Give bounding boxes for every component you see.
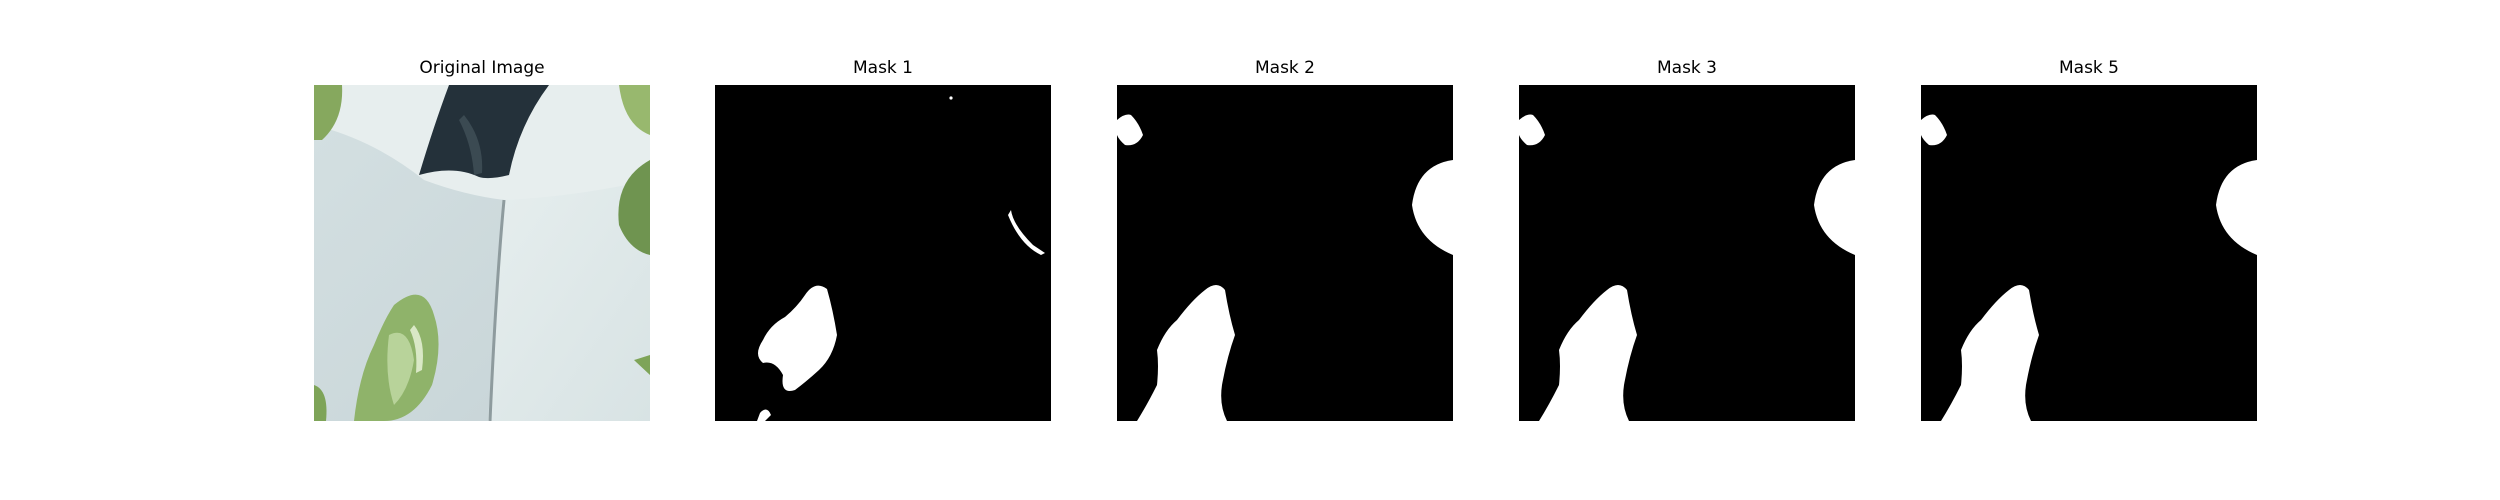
mask-1-image: [715, 85, 1051, 421]
panel-title: Mask 5: [2058, 58, 2119, 78]
panel-title: Original Image: [419, 58, 545, 78]
original-photo: [314, 85, 650, 421]
panel-title: Mask 3: [1656, 58, 1717, 78]
mask-3-image: [1519, 85, 1855, 421]
panel-title: Mask 1: [852, 58, 913, 78]
panel-title: Mask 2: [1254, 58, 1315, 78]
mask-2-image: [1117, 85, 1453, 421]
mask-5-image: [1921, 85, 2257, 421]
